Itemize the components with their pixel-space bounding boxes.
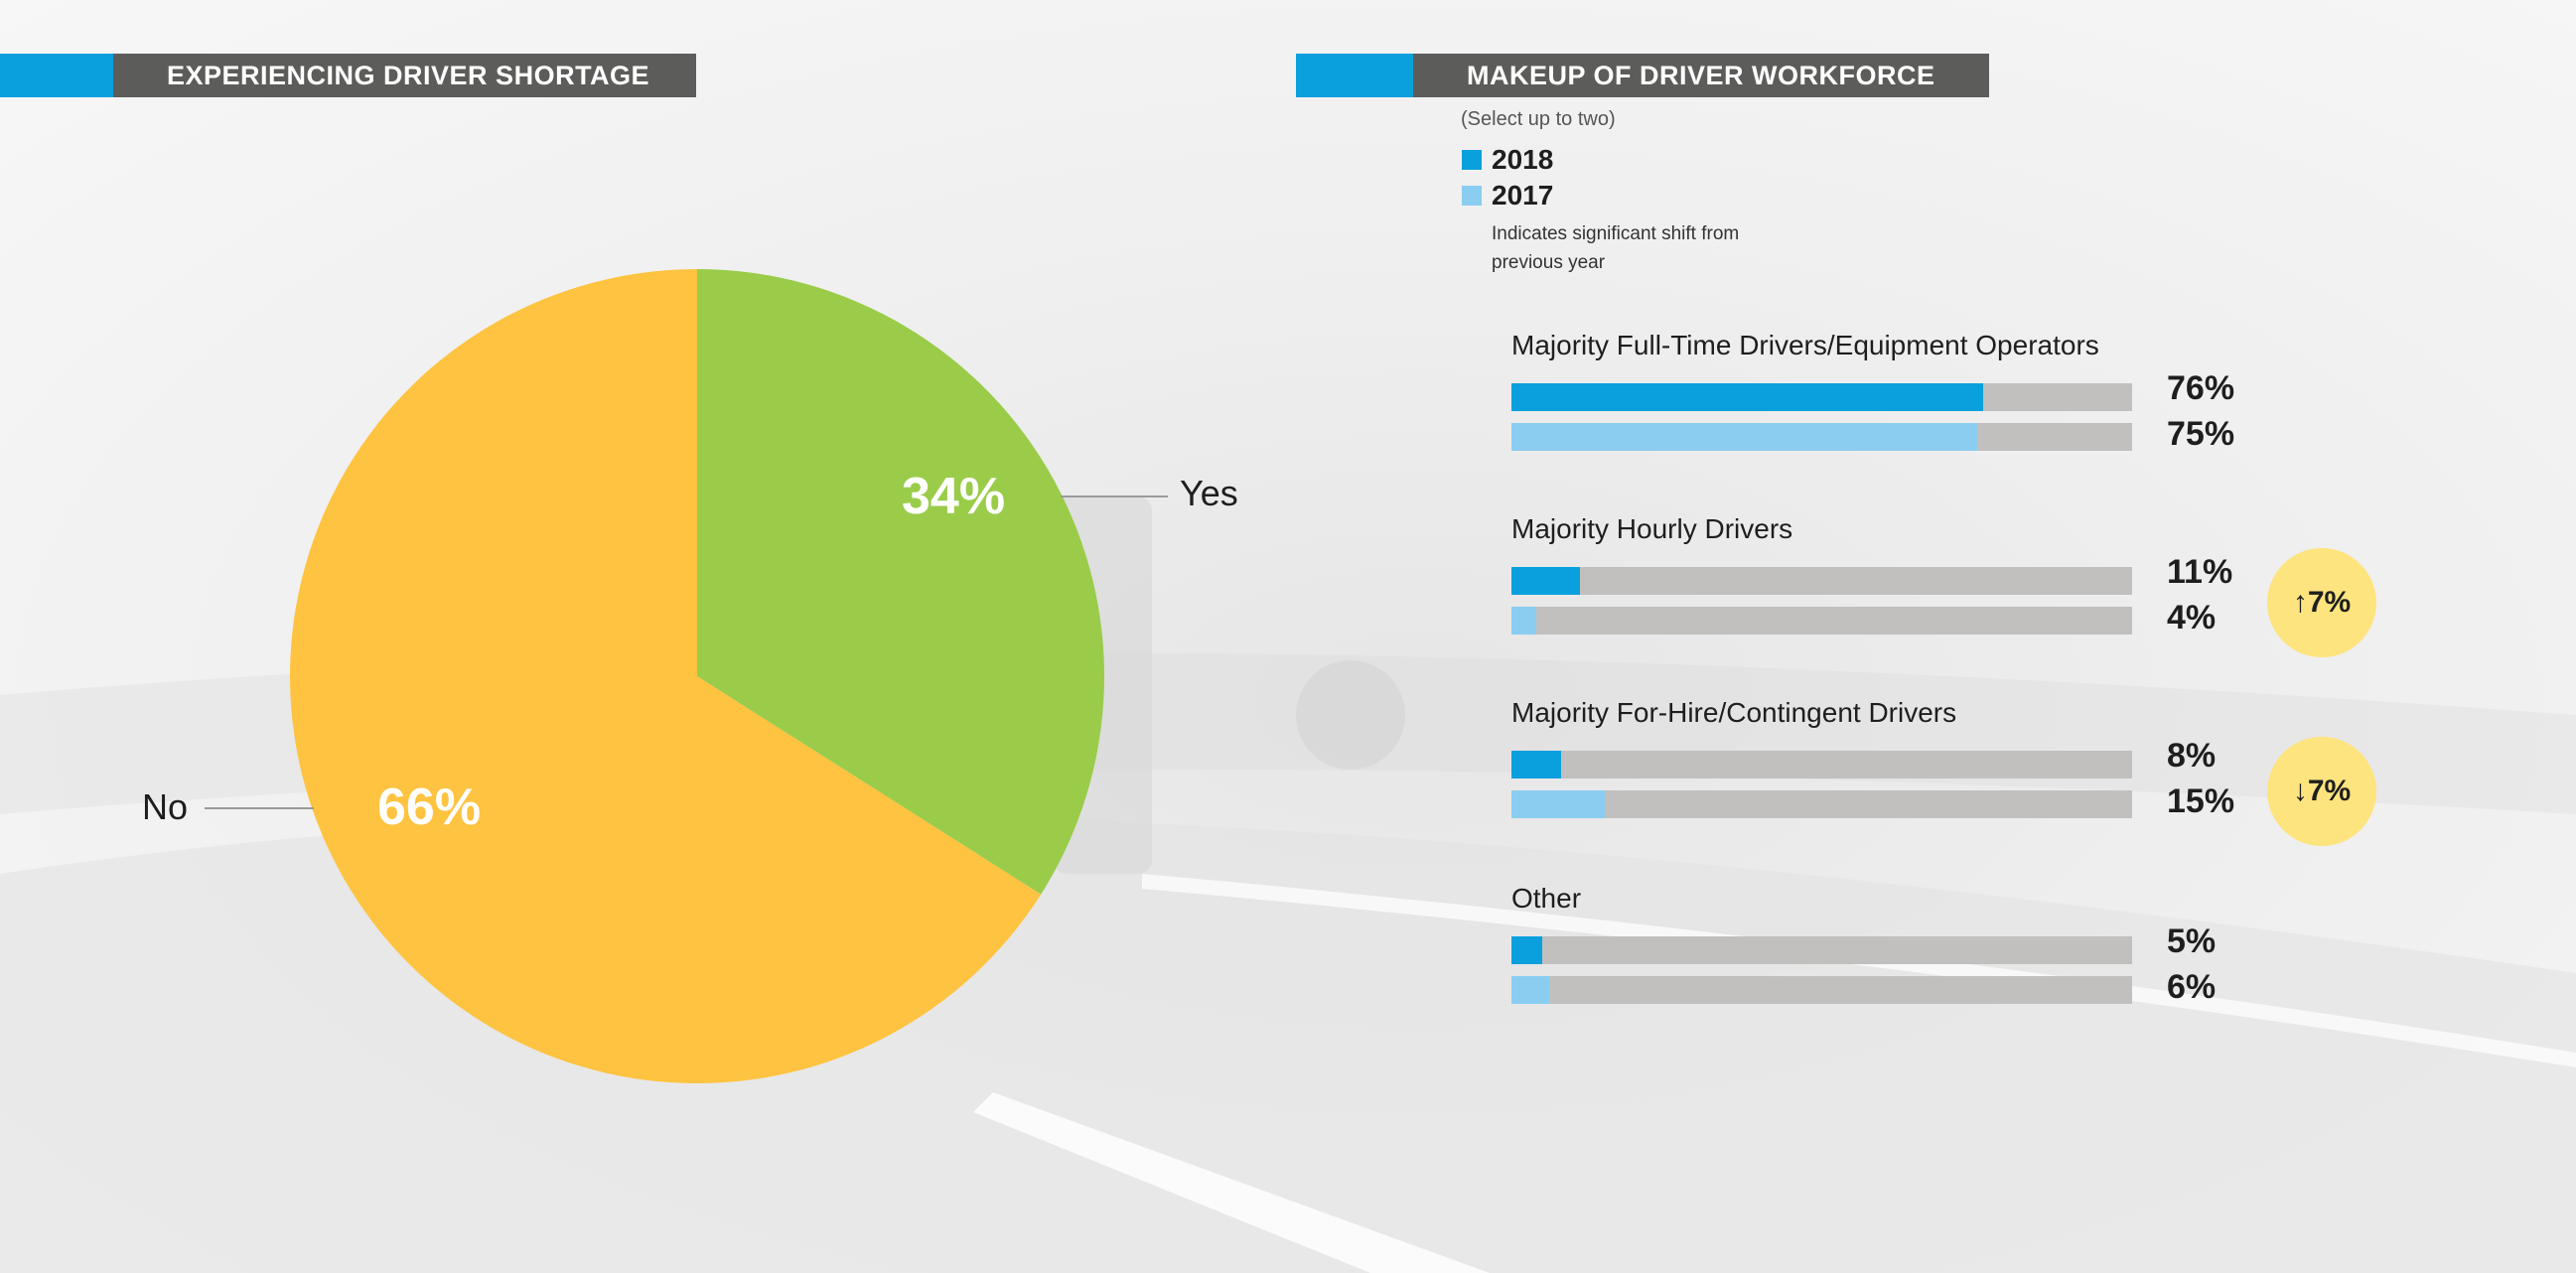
- bar-track: [1511, 790, 2132, 818]
- legend-item-2017: 2017: [1462, 180, 1553, 212]
- bar-track: [1511, 567, 2132, 595]
- bar-panel-header: MAKEUP OF DRIVER WORKFORCE: [1296, 54, 1989, 97]
- shift-badge-down: ↓7%: [2267, 737, 2376, 846]
- pie-slice-label-yes: Yes: [1180, 473, 1238, 513]
- legend-item-2018: 2018: [1462, 144, 1553, 176]
- bar-panel-title: MAKEUP OF DRIVER WORKFORCE: [1413, 54, 1989, 97]
- select-note: (Select up to two): [1461, 108, 1616, 130]
- pie-slice-no: [289, 269, 1042, 1083]
- bar-track: [1511, 976, 2132, 1004]
- bar-value-label-2017: 6%: [2167, 968, 2217, 1006]
- pie-panel-header: EXPERIENCING DRIVER SHORTAGE: [0, 54, 696, 97]
- bar-value-label-2018: 8%: [2167, 737, 2217, 775]
- pie-value-label-no: 66%: [377, 778, 482, 836]
- category-label: Majority For-Hire/Contingent Drivers: [1511, 697, 1957, 728]
- legend-swatch-2018: [1462, 150, 1482, 170]
- bar-track: [1511, 751, 2132, 778]
- bar-2017: [1511, 607, 1536, 635]
- bar-2018: [1511, 383, 1983, 411]
- bar-track: [1511, 423, 2132, 451]
- bar-2017: [1511, 423, 1977, 451]
- pie-slice-label-no: No: [142, 786, 189, 827]
- bar-2017: [1511, 790, 1605, 818]
- header-accent-bar: [1296, 54, 1413, 97]
- bar-value-label-2017: 15%: [2167, 782, 2235, 820]
- bar-value-label-2018: 5%: [2167, 922, 2217, 960]
- pie-panel-title: EXPERIENCING DRIVER SHORTAGE: [113, 54, 696, 97]
- legend-swatch-2017: [1462, 186, 1482, 206]
- bar-track: [1511, 607, 2132, 635]
- significance-note: Indicates significant shift from previou…: [1492, 223, 1740, 273]
- header-accent-bar: [0, 54, 113, 97]
- bar-2018: [1511, 751, 1561, 778]
- category-label: Majority Hourly Drivers: [1511, 513, 1793, 544]
- bar-2017: [1511, 976, 1549, 1004]
- bar-value-label-2017: 4%: [2167, 599, 2217, 636]
- legend-label-2017: 2017: [1492, 180, 1554, 211]
- pie-slice-yes: [697, 269, 1104, 895]
- pie-value-label-yes: 34%: [902, 468, 1006, 525]
- bar-value-label-2018: 76%: [2167, 369, 2235, 407]
- bar-2018: [1511, 567, 1580, 595]
- shift-badge-up: ↑7%: [2267, 548, 2376, 657]
- bar-track: [1511, 936, 2132, 964]
- category-label: Other: [1511, 883, 1582, 914]
- bar-value-label-2017: 75%: [2167, 415, 2235, 453]
- bar-track: [1511, 383, 2132, 411]
- legend-label-2018: 2018: [1492, 144, 1554, 175]
- category-label: Majority Full-Time Drivers/Equipment Ope…: [1511, 330, 2099, 360]
- bar-value-label-2018: 11%: [2167, 553, 2233, 591]
- bar-2018: [1511, 936, 1543, 964]
